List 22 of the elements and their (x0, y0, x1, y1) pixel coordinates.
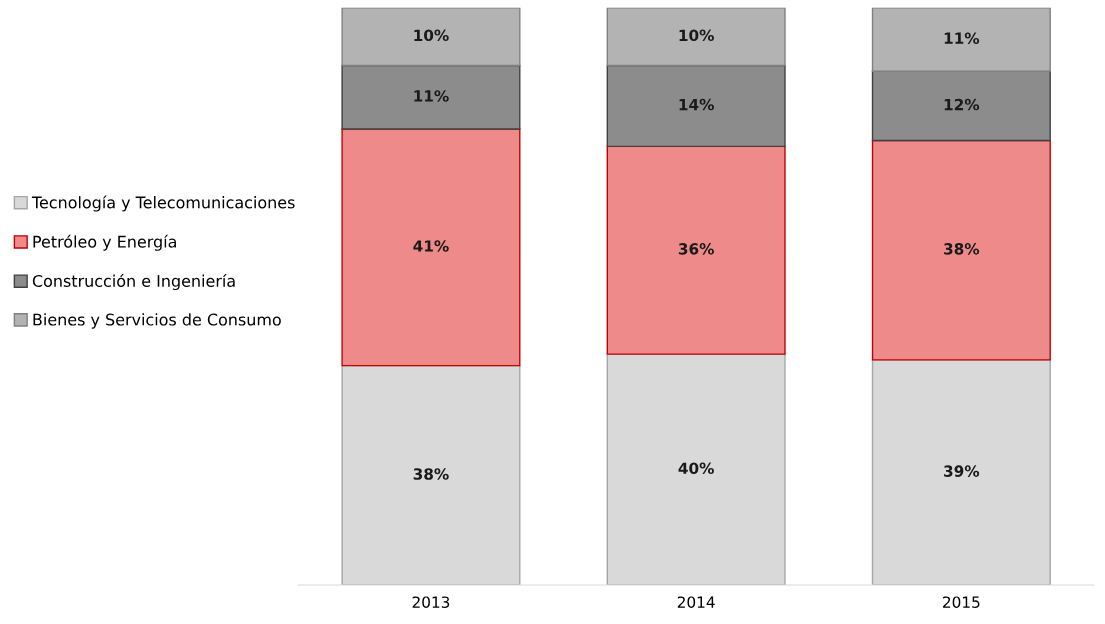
data-label: 11% (944, 32, 980, 44)
data-label: 10% (679, 29, 714, 42)
data-label: 38% (413, 468, 449, 480)
data-label: 12% (944, 98, 980, 111)
data-label: 11% (414, 90, 449, 102)
bar (871, 139, 1051, 361)
legend-label: Tecnología y Telecomunicaciones (31, 195, 295, 212)
legend-label: Petróleo y Energía (33, 234, 176, 251)
data-label: 41% (413, 240, 449, 252)
data-label: 36% (678, 243, 714, 255)
legend-label: Construcción e Ingeniería (32, 273, 235, 291)
data-label: 38% (944, 243, 980, 255)
bar (606, 145, 786, 355)
x-tick-label: 2013 (412, 596, 450, 608)
data-label: 14% (679, 98, 714, 111)
x-tick-label: 2014 (677, 596, 715, 608)
data-label: 39% (944, 465, 980, 477)
legend-label: Bienes y Servicios de Consumo (33, 313, 281, 329)
data-label: 40% (678, 462, 714, 474)
data-label: 10% (414, 29, 449, 42)
x-tick-label: 2015 (943, 596, 980, 608)
bar (341, 128, 521, 367)
